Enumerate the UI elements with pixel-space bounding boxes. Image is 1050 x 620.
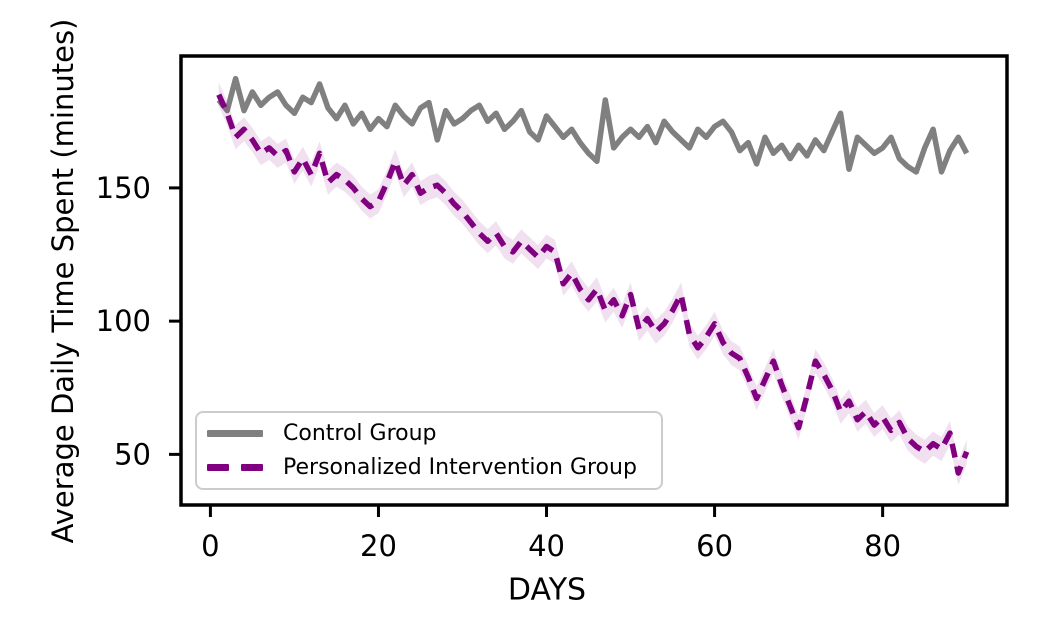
intervention-dash-swatch-icon [207,463,263,471]
y-tick-label: 150 [96,171,151,205]
legend-label-intervention: Personalized Intervention Group [283,454,637,480]
x-tick-label: 0 [201,529,219,563]
legend: Control Group Personalized Intervention … [195,411,663,490]
legend-item-intervention: Personalized Intervention Group [207,455,661,480]
legend-item-control: Control Group [207,421,661,446]
intervention-group-line [216,93,970,476]
y-axis-label: Average Daily Time Spent (minutes) [46,18,80,544]
x-tick-label: 40 [528,529,565,563]
x-tick-label: 60 [696,529,733,563]
x-tick-label: 20 [360,529,397,563]
legend-label-control: Control Group [283,421,437,447]
plot-border [179,54,1009,507]
y-tick-label: 50 [114,437,151,471]
x-tick-label: 80 [864,529,901,563]
y-tick-label: 100 [96,304,151,338]
x-axis-label: DAYS [507,572,587,608]
control-group-line [216,75,970,175]
control-line-swatch-icon [207,430,263,438]
